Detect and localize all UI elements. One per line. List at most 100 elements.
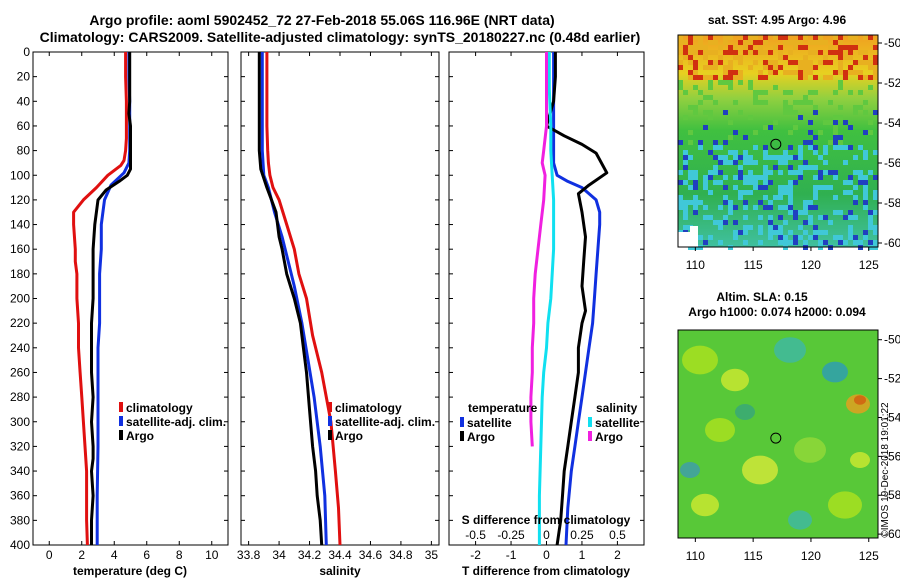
sst-pixel <box>708 190 713 195</box>
sst-pixel <box>768 200 773 205</box>
sst-pixel <box>763 90 768 95</box>
sst-pixel <box>828 60 833 65</box>
sst-pixel <box>768 155 773 160</box>
sst-pixel <box>813 150 818 155</box>
sst-pixel <box>778 225 783 230</box>
sla-anomaly <box>774 337 806 363</box>
sst-pixel <box>813 205 818 210</box>
x-tick-label: 8 <box>176 548 183 562</box>
sst-pixel <box>848 230 853 235</box>
sst-pixel <box>738 170 743 175</box>
sst-pixel <box>868 225 873 230</box>
sst-pixel <box>768 205 773 210</box>
sst-pixel <box>678 170 683 175</box>
sst-pixel <box>743 135 748 140</box>
sst-pixel <box>743 230 748 235</box>
sst-pixel <box>738 40 743 45</box>
title-line-2: Climatology: CARS2009. Satellite-adjuste… <box>40 29 641 45</box>
sst-pixel <box>708 110 713 115</box>
sst-pixel <box>768 170 773 175</box>
sst-pixel <box>678 40 683 45</box>
sst-pixel <box>833 130 838 135</box>
sst-pixel <box>858 180 863 185</box>
sst-pixel <box>803 230 808 235</box>
sst-pixel <box>703 215 708 220</box>
sst-pixel <box>783 155 788 160</box>
sst-pixel <box>788 180 793 185</box>
sst-pixel <box>823 60 828 65</box>
t-difference-axis-label: T difference from climatology <box>462 564 630 578</box>
sst-pixel <box>723 220 728 225</box>
sst-pixel <box>728 85 733 90</box>
sst-pixel <box>798 100 803 105</box>
sst-pixel <box>723 185 728 190</box>
series-satellite-adj-clim- <box>95 52 132 545</box>
sst-pixel <box>778 45 783 50</box>
sst-pixel <box>843 75 848 80</box>
sst-pixel <box>723 140 728 145</box>
x2-tick-label: 0.25 <box>570 528 594 542</box>
sst-pixel <box>803 70 808 75</box>
sst-pixel <box>718 225 723 230</box>
lon-tick-label: 125 <box>859 549 879 563</box>
sst-pixel <box>798 115 803 120</box>
sst-pixel <box>733 175 738 180</box>
sst-pixel <box>873 60 878 65</box>
sst-pixel <box>818 130 823 135</box>
sst-pixel <box>813 190 818 195</box>
sst-pixel <box>788 90 793 95</box>
sst-pixel <box>678 50 683 55</box>
lon-tick-label: 110 <box>686 549 705 563</box>
sst-pixel <box>713 170 718 175</box>
sst-pixel <box>688 185 693 190</box>
sst-pixel <box>768 230 773 235</box>
sst-pixel <box>703 180 708 185</box>
sst-pixel <box>813 65 818 70</box>
sst-pixel <box>723 35 728 40</box>
x-tick-label: 34.2 <box>298 548 322 562</box>
sst-pixel <box>863 60 868 65</box>
sst-pixel <box>733 130 738 135</box>
sst-pixel <box>843 145 848 150</box>
sst-pixel <box>738 165 743 170</box>
float-position-marker <box>770 138 782 150</box>
sst-pixel <box>873 230 878 235</box>
sst-pixel <box>813 175 818 180</box>
lon-tick-label: 120 <box>801 258 821 272</box>
sst-pixel <box>843 180 848 185</box>
sst-pixel <box>788 200 793 205</box>
sst-pixel <box>753 35 758 40</box>
sst-pixel <box>858 145 863 150</box>
sst-pixel <box>708 35 713 40</box>
sst-pixel <box>853 170 858 175</box>
sst-pixel <box>868 210 873 215</box>
sst-pixel <box>858 50 863 55</box>
sst-pixel <box>748 65 753 70</box>
sst-pixel <box>863 50 868 55</box>
sst-pixel <box>768 220 773 225</box>
sst-pixel <box>708 80 713 85</box>
sst-pixel <box>688 75 693 80</box>
sst-pixel <box>868 170 873 175</box>
sst-pixel <box>708 40 713 45</box>
sst-pixel <box>808 205 813 210</box>
sst-pixel <box>778 170 783 175</box>
sst-pixel <box>818 50 823 55</box>
sst-pixel <box>788 110 793 115</box>
y-tick-label: 360 <box>10 489 30 503</box>
sst-pixel <box>833 195 838 200</box>
sst-pixel <box>823 185 828 190</box>
sst-pixel <box>683 205 688 210</box>
sst-pixel <box>793 60 798 65</box>
sst-pixel <box>718 205 723 210</box>
sst-pixel <box>793 235 798 240</box>
x-tick-label: 34.8 <box>389 548 413 562</box>
sst-pixel <box>793 215 798 220</box>
sst-pixel <box>713 145 718 150</box>
sst-pixel <box>838 35 843 40</box>
sst-pixel <box>738 80 743 85</box>
sst-pixel <box>693 205 698 210</box>
sst-pixel <box>803 75 808 80</box>
legend-swatch-s-satellite <box>588 417 592 427</box>
sst-pixel <box>868 240 873 245</box>
